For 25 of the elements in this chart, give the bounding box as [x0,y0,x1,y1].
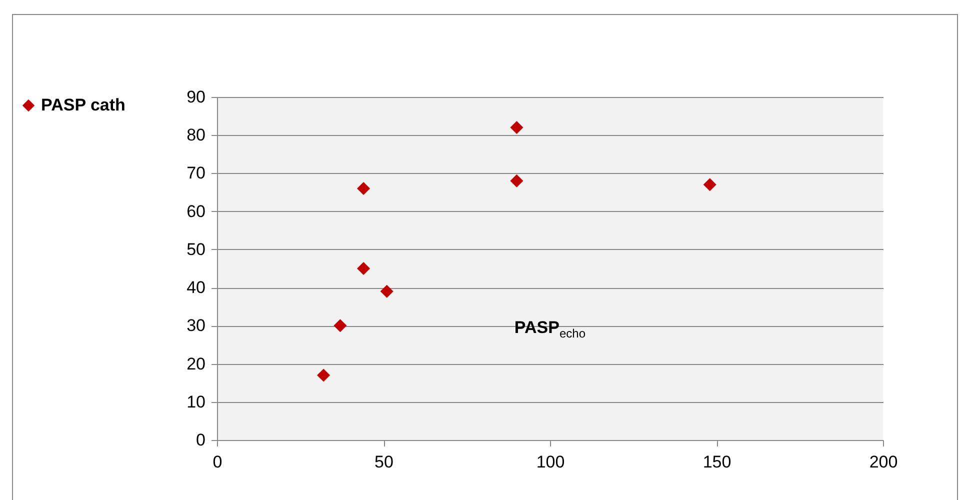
y-tick-label: 40 [186,278,206,298]
point [510,174,524,188]
x-tick-label: 100 [536,452,565,472]
point [703,178,716,192]
y-tick-label: 0 [196,430,206,450]
point [380,284,394,298]
x-tick-label: 0 [212,452,222,472]
y-tick-label: 10 [186,392,206,412]
y-tick-label: 80 [186,126,206,145]
x-tick-label: 150 [702,452,732,472]
point [510,120,524,134]
point [334,319,347,332]
point [357,262,370,276]
y-tick-label: 90 [186,88,206,106]
y-tick-label: 60 [186,202,206,221]
x-axis-title: PASP$_{echo}$ [514,318,586,340]
y-tick-label: 30 [186,316,206,336]
point [357,182,370,195]
point [317,368,330,382]
legend-label: PASP cath [41,96,126,114]
x-tick-label: 50 [374,452,394,472]
x-tick-label: 200 [869,452,898,472]
y-tick-label: 70 [186,164,206,183]
y-tick-label: 50 [186,240,206,259]
y-tick-label: 20 [186,354,206,374]
